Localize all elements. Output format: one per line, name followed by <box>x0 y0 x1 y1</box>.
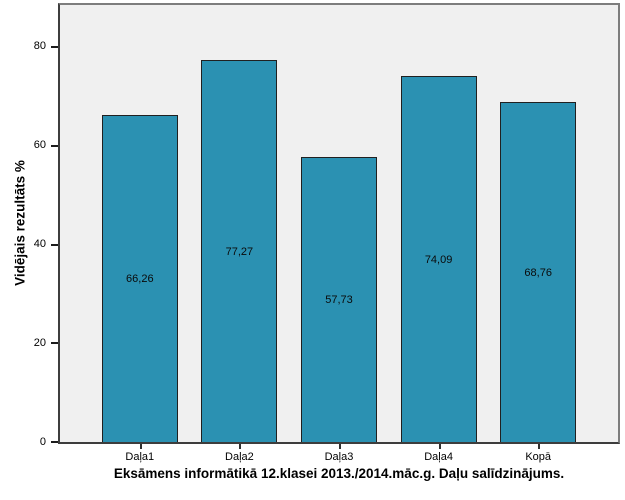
bar-slot: 68,76 Kopā <box>488 5 588 463</box>
bar-slot: 57,73 Daļa3 <box>289 5 389 463</box>
y-tick-label: 0 <box>39 435 46 448</box>
x-axis-tick <box>438 444 441 449</box>
y-axis-tick <box>51 441 58 443</box>
y-axis-tick <box>51 342 58 345</box>
x-category-label: Daļa1 <box>125 451 155 463</box>
y-tick-label: 40 <box>33 238 46 250</box>
bar-value-label: 68,76 <box>524 266 552 279</box>
x-axis-tick <box>139 444 142 449</box>
chart-title: Eksāmens informātikā 12.klasei 2013./201… <box>113 466 565 481</box>
bar-slot: 77,27 Daļa2 <box>190 5 290 463</box>
y-axis-tick <box>51 243 58 246</box>
x-axis-tick <box>538 444 541 449</box>
y-tick-label: 60 <box>33 139 46 152</box>
x-category-label: Daļa4 <box>424 451 453 463</box>
bar: 66,26 <box>101 114 178 442</box>
y-tick-label: 20 <box>33 336 46 349</box>
bar: 77,27 <box>201 60 278 442</box>
x-category-label: Kopā <box>525 451 552 463</box>
bar: 57,73 <box>300 156 377 442</box>
bar-value-label: 74,09 <box>424 253 453 266</box>
x-axis-tick <box>239 444 242 449</box>
x-category-label: Daļa3 <box>324 451 354 463</box>
plot-area: 66,26 Daļa1 77,27 Daļa2 57,73 Daļa3 74,09 Daļa4… <box>58 3 620 463</box>
bar: 74,09 <box>400 76 477 442</box>
y-axis-tick <box>51 144 58 147</box>
bar-slot: 74,09 Daļa4 <box>389 5 489 463</box>
x-axis-tick <box>338 444 341 449</box>
bar-value-label: 57,73 <box>325 293 353 306</box>
bars-layer: 66,26 Daļa1 77,27 Daļa2 57,73 Daļa3 74,09 Daļa4… <box>60 5 618 463</box>
y-axis-tick <box>51 45 58 48</box>
y-tick-label: 80 <box>33 40 46 53</box>
x-category-label: Daļa2 <box>225 451 254 463</box>
bar-value-label: 66,26 <box>126 272 154 285</box>
bar-value-label: 77,27 <box>225 245 254 258</box>
bar-slot: 66,26 Daļa1 <box>90 5 190 463</box>
bar: 68,76 <box>500 102 577 442</box>
y-axis: 0 20 40 60 80 <box>0 5 58 448</box>
